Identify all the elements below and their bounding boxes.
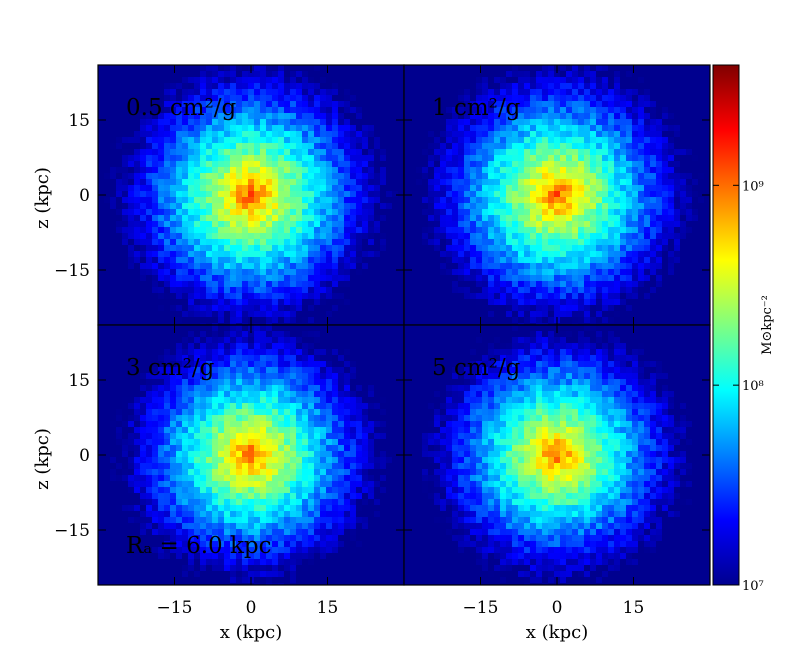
z-tick-label: −15 — [54, 521, 90, 541]
panel-label-2: 1 cm²/g — [432, 95, 521, 121]
density-panel-2 — [403, 64, 711, 326]
x-axis-label-right: x (kpc) — [526, 622, 588, 643]
z-tick-label: 15 — [68, 371, 90, 391]
z-tick-label: −15 — [54, 261, 90, 281]
disk-scale-annotation: Rₐ = 6.0 kpc — [126, 533, 272, 559]
z-tick-label: 0 — [79, 446, 90, 466]
x-tick-label: 0 — [552, 598, 563, 618]
panels-group: −15 0 15 −15 0 15 15 0 −15 15 0 −15 — [54, 64, 711, 618]
density-panel-1 — [97, 64, 405, 326]
panel-label-1: 0.5 cm²/g — [126, 95, 237, 121]
colorbar-ticks: 10⁷ 10⁸ 10⁹ — [713, 179, 764, 594]
colorbar-tick-label: 10⁷ — [742, 579, 764, 594]
z-axis-label-bottom: z (kpc) — [32, 428, 53, 490]
density-panel-3 — [97, 324, 405, 586]
density-panel-4 — [403, 324, 711, 586]
z-tick-label: 15 — [68, 111, 90, 131]
z-tick-label: 0 — [79, 186, 90, 206]
x-tick-label: −15 — [157, 598, 193, 618]
x-tick-label: −15 — [463, 598, 499, 618]
colorbar-tick-label: 10⁸ — [742, 379, 764, 394]
x-tick-label: 15 — [317, 598, 339, 618]
colorbar — [712, 64, 740, 586]
x-tick-label: 0 — [246, 598, 257, 618]
panel-label-3: 3 cm²/g — [126, 355, 215, 381]
colorbar-tick-label: 10⁹ — [742, 179, 764, 194]
z-axis-label-top: z (kpc) — [32, 167, 53, 229]
x-axis-label-left: x (kpc) — [220, 622, 282, 643]
colorbar-label: M⊙kpc⁻² — [760, 295, 775, 355]
x-tick-label: 15 — [623, 598, 645, 618]
panel-label-4: 5 cm²/g — [432, 355, 521, 381]
